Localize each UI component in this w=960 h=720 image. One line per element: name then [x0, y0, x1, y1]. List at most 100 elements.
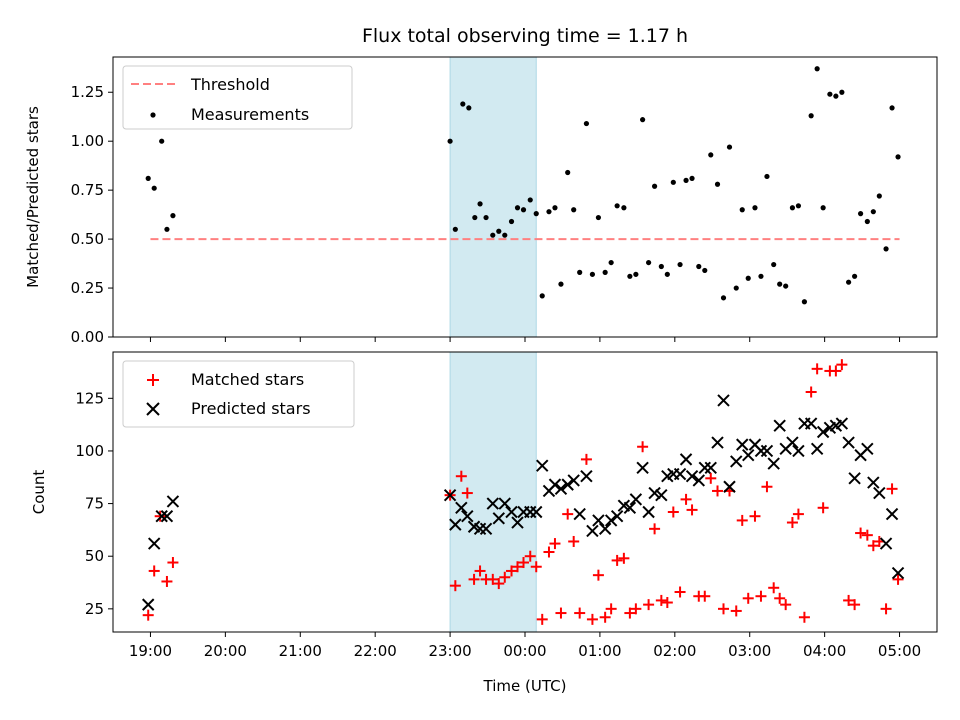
- measurement-point: [895, 154, 901, 160]
- matched-star-point: [487, 573, 499, 585]
- measurement-points: [145, 66, 901, 305]
- measurement-point: [745, 275, 751, 281]
- predicted-star-point: [604, 514, 618, 527]
- predicted-star-point: [679, 453, 693, 466]
- measurement-point: [546, 209, 552, 215]
- matched-star-point: [774, 592, 786, 604]
- matched-star-point: [699, 590, 711, 602]
- chart-title: Flux total observing time = 1.17 h: [362, 25, 688, 47]
- measurement-point: [820, 205, 826, 211]
- measurement-point: [490, 232, 496, 238]
- predicted-star-point: [891, 566, 905, 580]
- predicted-star-point: [598, 522, 612, 536]
- predicted-star-point: [561, 478, 574, 491]
- predicted-star-point: [642, 505, 655, 519]
- y-tick-label: 50: [85, 547, 104, 565]
- bottom-panel: 25 50 75 100 125 19:00 20:00 21:00 22:00 23:00 00…: [30, 351, 938, 695]
- predicted-star-point: [580, 470, 593, 483]
- matched-star-point: [768, 582, 780, 594]
- matched-star-point: [761, 481, 773, 493]
- measurement-point: [670, 179, 676, 185]
- x-tick-label: 00:00: [503, 642, 546, 660]
- measurement-point: [646, 259, 652, 266]
- predicted-star-point: [842, 436, 855, 449]
- matched-star-point: [712, 485, 724, 497]
- legend-measurements-label: Measurements: [191, 105, 309, 124]
- measurement-point: [801, 299, 808, 305]
- measurement-point: [689, 175, 695, 181]
- matched-star-point: [624, 607, 636, 619]
- matched-star-point: [562, 508, 574, 520]
- measurement-point: [164, 226, 170, 232]
- bottom-x-ticks: 19:00 20:00 21:00 22:00 23:00 00:00 01:00 02:00…: [129, 632, 921, 660]
- y-tick-label: 0.75: [71, 181, 104, 199]
- bottom-axes-frame: [112, 351, 938, 633]
- predicted-star-point: [767, 457, 780, 470]
- matched-star-point: [499, 571, 511, 583]
- measurement-point: [558, 281, 564, 287]
- matched-star-point: [780, 599, 792, 611]
- matched-star-point: [555, 607, 567, 619]
- matched-star-point: [755, 590, 767, 602]
- matched-star-point: [461, 487, 473, 499]
- predicted-star-point: [592, 514, 605, 527]
- matched-star-point: [667, 506, 679, 518]
- matched-star-point: [506, 565, 518, 577]
- x-axis-label: Time (UTC): [483, 677, 567, 695]
- predicted-star-points: [142, 394, 905, 611]
- matched-star-point: [786, 517, 798, 529]
- matched-star-point: [880, 603, 892, 615]
- x-tick-label: 20:00: [204, 642, 247, 660]
- matched-star-point: [630, 603, 642, 615]
- top-axes-frame: [112, 56, 938, 338]
- predicted-star-point: [636, 461, 649, 474]
- predicted-star-point: [717, 394, 730, 407]
- matched-star-point: [512, 561, 524, 573]
- matched-star-point: [568, 535, 580, 547]
- predicted-star-point: [873, 486, 886, 500]
- top-shaded-region: [449, 56, 537, 338]
- matched-star-point: [549, 538, 561, 550]
- predicted-star-point: [536, 459, 549, 472]
- top-y-axis-label: Matched/Predicted stars: [24, 106, 42, 288]
- predicted-star-point: [629, 493, 643, 506]
- predicted-star-point: [792, 444, 805, 458]
- matched-star-point: [536, 613, 548, 625]
- y-tick-label: 75: [85, 495, 104, 513]
- predicted-star-point: [742, 448, 755, 462]
- matched-star-point: [811, 363, 823, 375]
- matched-star-point: [805, 386, 817, 398]
- predicted-star-point: [479, 522, 493, 536]
- predicted-star-point: [166, 495, 180, 508]
- matched-star-point: [580, 453, 592, 465]
- measurement-point: [764, 173, 770, 180]
- matched-star-point: [886, 483, 898, 495]
- predicted-star-point: [567, 474, 580, 487]
- matched-star-point: [736, 514, 748, 526]
- y-tick-label: 1.00: [71, 132, 104, 150]
- measurement-point: [571, 207, 577, 213]
- measurement-point: [477, 201, 483, 207]
- measurement-point: [789, 205, 796, 211]
- predicted-star-point: [736, 438, 749, 451]
- matched-star-point: [742, 592, 754, 604]
- predicted-star-point: [704, 461, 717, 474]
- matched-star-point: [142, 609, 154, 621]
- measurement-point: [827, 91, 833, 97]
- predicted-star-point: [511, 516, 524, 529]
- matched-star-point: [154, 510, 166, 522]
- predicted-star-point: [155, 510, 168, 523]
- top-legend: Threshold Measurements: [122, 65, 353, 130]
- predicted-star-point: [692, 474, 705, 487]
- matched-star-point: [867, 540, 879, 552]
- matched-star-point: [674, 586, 686, 598]
- y-tick-label: 100: [75, 442, 104, 460]
- measurement-point: [640, 117, 646, 123]
- measurement-point: [514, 205, 521, 211]
- predicted-star-point: [773, 419, 786, 432]
- matched-star-point: [892, 573, 904, 585]
- x-tick-label: 21:00: [279, 642, 322, 660]
- legend-measurements-swatch: [150, 112, 156, 118]
- matched-star-point: [730, 605, 742, 617]
- measurement-point: [771, 261, 777, 268]
